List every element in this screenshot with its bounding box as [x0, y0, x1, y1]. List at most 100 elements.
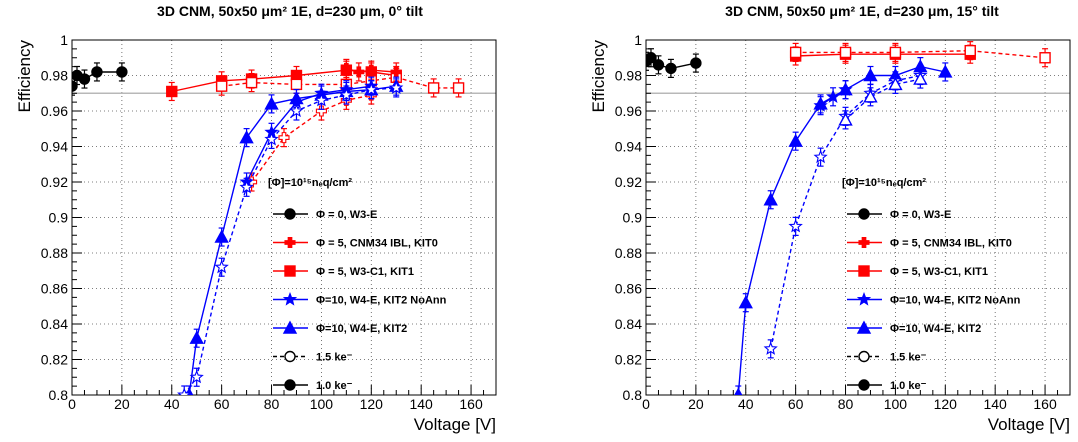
data-point: [78, 73, 91, 85]
x-tick-label: 140: [409, 396, 433, 412]
data-point: [215, 80, 228, 92]
data-point: [239, 130, 254, 144]
series-line: [245, 85, 372, 183]
data-point: [1039, 52, 1051, 64]
y-tick-label: 0.98: [615, 68, 642, 84]
data-point: [839, 46, 852, 59]
data-point: [938, 64, 953, 78]
legend-label: Φ=10, W4-E, KIT2 NoAnn: [316, 295, 447, 307]
y-tick-label: 0.98: [41, 68, 68, 84]
x-tick-label: 0: [642, 396, 650, 412]
data-point: [214, 229, 229, 243]
series-line: [188, 85, 397, 395]
data-point: [665, 62, 677, 75]
data-point: [189, 369, 204, 384]
legend-marker: [858, 379, 870, 391]
y-tick-label: 0.82: [41, 352, 68, 368]
data-point: [825, 89, 841, 103]
legend-label: 1.5 ke⁻: [890, 352, 927, 364]
data-point: [339, 87, 354, 102]
data-point: [278, 132, 290, 144]
y-tick-label: 0.86: [615, 281, 642, 297]
data-point: [72, 80, 78, 92]
data-point: [91, 66, 103, 78]
data-point: [290, 78, 303, 91]
data-point: [738, 295, 753, 309]
data-point: [364, 82, 379, 96]
data-point: [690, 57, 702, 69]
data-point: [913, 71, 928, 85]
legend-label: 1.0 ke⁻: [316, 380, 353, 392]
legend-marker: [858, 350, 870, 363]
data-point: [314, 92, 329, 107]
legend-marker: [858, 208, 870, 220]
y-tick-label: 0.9: [623, 210, 643, 226]
y-tick-label: 1: [634, 32, 642, 48]
legend-marker: [282, 291, 298, 306]
data-point: [390, 66, 402, 78]
y-tick-label: 0.8: [623, 387, 643, 403]
y-tick-label: 0.8: [49, 387, 69, 403]
series-group: [72, 58, 465, 395]
y-tick-label: 0.84: [615, 316, 642, 332]
legend: [Φ]=10¹⁵nₑq/cm² Φ = 0, W3-E Φ = 5, CNM34 I…: [842, 177, 1021, 392]
data-point: [264, 131, 279, 146]
data-point: [365, 64, 377, 76]
y-tick-label: 0.9: [49, 210, 69, 226]
legend-marker: [284, 350, 296, 363]
data-point: [889, 46, 902, 59]
data-point: [813, 98, 828, 112]
legend-label: Φ = 0, W3-E: [890, 209, 951, 221]
data-point: [838, 112, 853, 126]
series-line: [346, 67, 397, 73]
x-tick-label: 160: [459, 396, 483, 412]
data-point: [177, 387, 192, 395]
x-tick-label: 160: [1033, 396, 1057, 412]
series-line: [221, 76, 459, 89]
x-tick-label: 0: [68, 396, 76, 412]
legend-marker: [282, 320, 298, 334]
y-tick-label: 0.86: [41, 281, 68, 297]
legend-marker: [858, 265, 870, 277]
data-point: [838, 82, 853, 96]
y-tick-label: 0.92: [41, 174, 68, 190]
x-tick-label: 80: [264, 396, 280, 412]
data-point: [245, 76, 258, 89]
legend-label: 1.5 ke⁻: [316, 352, 353, 364]
data-point: [214, 259, 229, 274]
y-tick-label: 0.88: [615, 245, 642, 261]
legend-marker: [284, 265, 296, 277]
x-tick-label: 80: [838, 396, 854, 412]
legend-label: Φ = 5, CNM34 IBL, KIT0: [316, 238, 438, 250]
data-point: [763, 341, 778, 355]
x-tick-label: 120: [934, 396, 958, 412]
x-tick-label: 40: [164, 396, 180, 412]
x-tick-label: 140: [983, 396, 1007, 412]
y-tick-label: 0.84: [41, 316, 68, 332]
data-point: [166, 85, 178, 98]
data-point: [289, 103, 304, 118]
x-tick-label: 20: [114, 396, 130, 412]
data-point: [189, 330, 204, 344]
y-tick-label: 0.88: [41, 245, 68, 261]
legend-label: Φ=10, W4-E, KIT2: [890, 323, 981, 335]
data-point: [652, 59, 665, 71]
legend-label: Φ=10, W4-E, KIT2 NoAnn: [890, 295, 1021, 307]
data-point: [863, 89, 878, 103]
legend-header: [Φ]=10¹⁵nₑq/cm²: [268, 177, 352, 189]
x-tick-label: 20: [688, 396, 704, 412]
y-tick-label: 0.96: [41, 103, 68, 119]
x-tick-label: 60: [214, 396, 230, 412]
y-tick-label: 0.92: [615, 174, 642, 190]
data-point: [888, 76, 903, 91]
y-tick-label: 0.94: [615, 139, 642, 155]
x-axis-label: Voltage [V]: [414, 415, 496, 434]
data-point: [964, 44, 976, 57]
data-point: [116, 66, 128, 78]
x-tick-label: 100: [884, 396, 908, 412]
chart-title: 3D CNM, 50x50 μm² 1E, d=230 μm, 15° tilt: [725, 3, 999, 19]
legend-marker: [856, 291, 872, 306]
legend-marker: [284, 379, 296, 391]
x-tick-label: 100: [310, 396, 334, 412]
data-point: [452, 82, 465, 94]
